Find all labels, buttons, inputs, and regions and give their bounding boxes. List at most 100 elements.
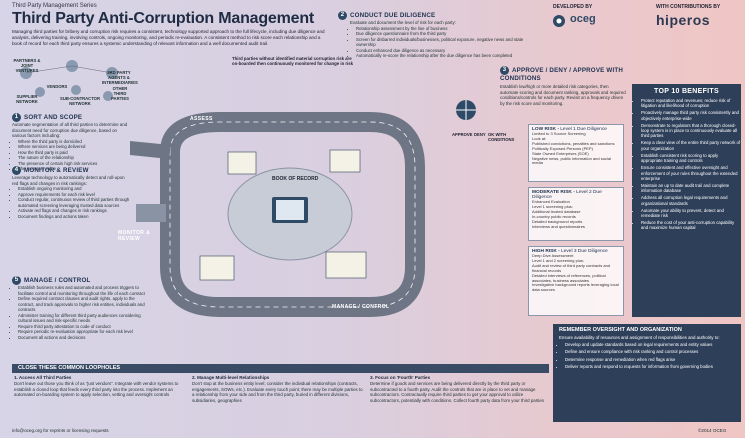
remember-item: Determine response and remediation when … (565, 357, 741, 362)
step-2-bullet: Relationship assessment by the line of b… (356, 26, 533, 32)
step-2-text: Evaluate and document the level of risk … (350, 20, 456, 25)
step-2-block: 2 CONDUCT DUE DILIGENCE Evaluate and docu… (338, 11, 533, 59)
road-note: Third parties without identified materia… (232, 56, 354, 67)
stakeholder-other: OTHER THIRD PARTIES (111, 86, 129, 101)
step-5-bullet: Document all actions and decisions (18, 335, 152, 341)
intro-text: Managing third parties for bribery and c… (12, 29, 325, 46)
benefit-item: Maintain an up to date audit trail and c… (641, 183, 741, 194)
step-1-text: Automate segmentation of all third parti… (12, 122, 128, 139)
remember-text: Ensure availability of resources and ass… (559, 335, 720, 340)
step-4-text: Leverage technology to automatically det… (12, 175, 125, 186)
road-label-assess: ASSESS (190, 116, 213, 122)
step-2-bullet: Conduct enhanced due diligence as necess… (356, 48, 533, 54)
risk-moderate-sub: Level 2 Due Diligence (532, 190, 602, 200)
series-label: Third Party Management Series (12, 3, 97, 9)
loophole-1-title: 1. Access All Third Parties (14, 375, 72, 380)
risk-low-line: State Owned Enterprises (SOE) (532, 150, 589, 156)
risk-low-sub: Level 1 Due Diligence (560, 127, 607, 132)
step-1-block: 1 SORT AND SCOPE Automate segmentation of… (12, 113, 130, 172)
step-3-number: 3 (500, 66, 509, 75)
top-10-title: TOP 10 BENEFITS (654, 88, 719, 95)
benefit-item: Automate your ability to prevent, detect… (641, 208, 741, 219)
risk-box-low: LOW RISK - Level 1 Due Diligence Limited… (528, 124, 624, 182)
step-4-bullet: Approve requirements for each risk level (18, 192, 130, 198)
step-4-bullet: Document findings and actions taken (18, 214, 130, 220)
step-5-bullet: Require periodic re-evaluation appropria… (18, 329, 152, 335)
loophole-col-2: 2. Manage Multi-level Relationships Don'… (192, 375, 364, 425)
step-4-title: MONITOR & REVIEW (24, 167, 89, 175)
step-1-bullet: Where the third party is domiciled (18, 139, 130, 145)
loophole-3-text: Determine if goods and services are bein… (370, 381, 545, 403)
stakeholder-subcontractor: SUB-CONTRACTOR NETWORK (60, 96, 100, 106)
decision-approve: APPROVE (452, 132, 473, 137)
contributions-label: WITH CONTRIBUTIONS BY (656, 4, 721, 10)
step-3-title: APPROVE / DENY / APPROVE WITH CONDITIONS (500, 67, 624, 82)
step-2-number: 2 (338, 11, 347, 20)
step-4-bullet: Conduct regular, continuous review of th… (18, 197, 130, 208)
remember-item: Develop and update standards based on le… (565, 342, 741, 347)
step-1-number: 1 (12, 113, 21, 122)
risk-high-title: HIGH RISK (532, 249, 557, 254)
developed-by-label: DEVELOPED BY (553, 4, 593, 10)
benefit-item: Address all corruption legal requirement… (641, 195, 741, 206)
road-label-monitor: MONITOR & REVIEW (118, 230, 151, 242)
step-4-bullet: Establish ongoing monitoring and (18, 186, 130, 192)
stakeholder-group: PARTNERS & JOINT VENTURES VENDORS SUPPLI… (12, 56, 138, 106)
risk-moderate-line: In-country public records (532, 213, 576, 219)
loophole-3-title: 3. Focus on 'Fourth' Parties (370, 375, 431, 380)
step-5-bullet: Establish business rules and automated a… (18, 285, 152, 296)
risk-low-line: Limited to 3 Source Screening (532, 131, 586, 136)
loophole-1-text: Don't leave out those you think of as "j… (14, 381, 179, 398)
risk-low-line: Politically Exposed Persons (PEP) (532, 145, 593, 151)
risk-low-line: Look at: (532, 135, 547, 141)
loophole-col-3: 3. Focus on 'Fourth' Parties Determine i… (370, 375, 548, 425)
risk-low-title: LOW RISK (532, 127, 556, 132)
loopholes-header: CLOSE THESE COMMON LOOPHOLES (12, 364, 549, 373)
step-1-bullet: The nature of the relationship (18, 155, 130, 161)
step-1-bullet: Where services are being delivered (18, 144, 130, 150)
benefit-item: Keep a clear view of the entire third pa… (641, 140, 741, 151)
developer-name: oceg (570, 13, 596, 25)
top-10-benefits-panel: TOP 10 BENEFITS Protect reputation and r… (632, 84, 741, 317)
risk-high-line: Investigative background reports leverag… (532, 282, 619, 293)
book-of-record-label: BOOK OF RECORD (272, 176, 319, 182)
risk-moderate-title: MODERATE RISK (532, 190, 572, 195)
stakeholder-vendors: VENDORS (46, 84, 68, 89)
stakeholder-partners: PARTNERS & JOINT VENTURES (13, 58, 41, 73)
lifecycle-road-diagram (130, 112, 425, 317)
decision-deny: DENY (474, 132, 486, 137)
oceg-logo (552, 13, 622, 34)
remember-oversight-panel: REMEMBER OVERSIGHT AND ORGANIZATION Ensu… (553, 324, 741, 422)
risk-moderate-line: Interviews and questionnaires (532, 223, 585, 229)
step-5-title: MANAGE / CONTROL (24, 277, 91, 285)
remember-item: Deliver reports and respond to requests … (565, 364, 741, 369)
risk-moderate-line: Detailed background reports (532, 218, 583, 224)
step-5-bullet: Require third party attestation to code … (18, 324, 152, 330)
benefit-item: Reduce the cost of your anti-corruption … (641, 220, 741, 231)
step-4-block: 4 MONITOR & REVIEW Leverage technology to… (12, 166, 130, 219)
risk-low-line: Published convictions, penalties and san… (532, 140, 615, 146)
risk-high-line: Detailed interviews of references, polit… (532, 272, 606, 283)
step-1-title: SORT AND SCOPE (24, 114, 83, 122)
loophole-col-1: 1. Access All Third Parties Don't leave … (14, 375, 186, 425)
road-label-manage: MANAGE / CONTROL (332, 304, 390, 310)
risk-moderate-line: Enhanced Evaluation (532, 199, 570, 204)
risk-box-high: HIGH RISK - Level 3 Due Diligence Deep D… (528, 246, 624, 316)
step-1-bullet: The monetary value (18, 166, 130, 172)
benefit-item: Demonstrate to regulators that a thoroug… (641, 123, 741, 139)
step-5-bullet: Define required contract clauses and aud… (18, 296, 152, 313)
risk-high-sub: Level 3 Due Diligence (561, 249, 608, 254)
risk-moderate-line: Level 1 screening plus: (532, 203, 573, 209)
loophole-2-title: 2. Manage Multi-level Relationships (192, 375, 270, 380)
step-2-bullet: Screen for disbarred individuals/busines… (356, 37, 533, 48)
remember-item: Define and ensure compliance with risk r… (565, 349, 741, 354)
step-2-title: CONDUCT DUE DILIGENCE (350, 12, 436, 20)
loophole-2-text: Don't stop at the business entity level;… (192, 381, 363, 403)
risk-high-line: Audit and review of third party contract… (532, 262, 611, 273)
step-4-bullet: Activate red flags and changes in risk r… (18, 208, 130, 214)
benefit-item: Protect reputation and revenues; reduce … (641, 98, 741, 109)
benefit-item: Proactively manage third party risk cons… (641, 110, 741, 121)
step-2-bullet: Due diligence questionnaire from the thi… (356, 31, 533, 37)
contributor-logo: hiperos (656, 12, 711, 28)
